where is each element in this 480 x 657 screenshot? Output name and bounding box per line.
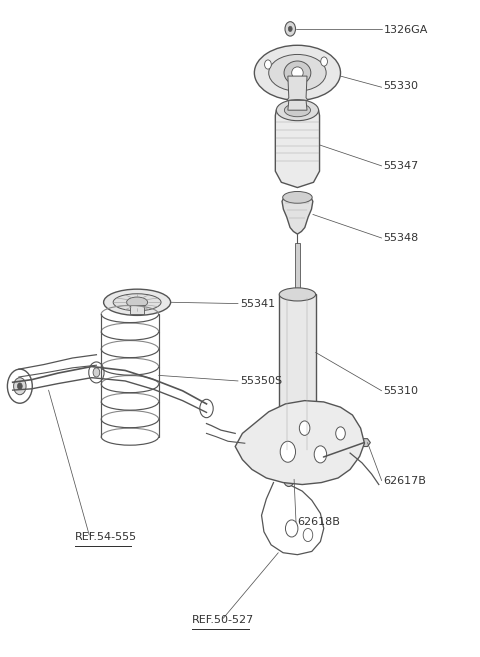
Text: 62618B: 62618B bbox=[298, 517, 340, 527]
Polygon shape bbox=[295, 243, 300, 294]
Polygon shape bbox=[131, 305, 144, 314]
Circle shape bbox=[264, 60, 271, 69]
Ellipse shape bbox=[292, 67, 303, 79]
Circle shape bbox=[297, 88, 304, 97]
Ellipse shape bbox=[283, 191, 312, 203]
Polygon shape bbox=[274, 294, 321, 463]
Text: 55350S: 55350S bbox=[240, 376, 282, 386]
Circle shape bbox=[284, 472, 294, 486]
Polygon shape bbox=[235, 401, 364, 484]
Circle shape bbox=[300, 421, 310, 436]
Circle shape bbox=[336, 427, 345, 440]
Text: 55310: 55310 bbox=[384, 386, 419, 396]
Circle shape bbox=[321, 57, 327, 66]
Ellipse shape bbox=[254, 45, 340, 101]
Circle shape bbox=[286, 520, 298, 537]
Polygon shape bbox=[288, 101, 307, 110]
Text: 55347: 55347 bbox=[384, 161, 419, 171]
Circle shape bbox=[280, 442, 296, 463]
Text: REF.54-555: REF.54-555 bbox=[75, 532, 137, 542]
Circle shape bbox=[288, 26, 292, 32]
Ellipse shape bbox=[284, 61, 311, 85]
Ellipse shape bbox=[333, 447, 341, 458]
Circle shape bbox=[17, 383, 22, 390]
Ellipse shape bbox=[276, 100, 319, 121]
Ellipse shape bbox=[284, 104, 311, 117]
Ellipse shape bbox=[279, 288, 316, 301]
Circle shape bbox=[293, 451, 302, 464]
FancyBboxPatch shape bbox=[192, 629, 250, 630]
Text: REF.50-527: REF.50-527 bbox=[192, 615, 254, 625]
Circle shape bbox=[303, 528, 313, 541]
Circle shape bbox=[287, 476, 291, 483]
Ellipse shape bbox=[127, 297, 148, 307]
FancyBboxPatch shape bbox=[75, 545, 132, 547]
Ellipse shape bbox=[274, 445, 321, 469]
Polygon shape bbox=[282, 197, 313, 234]
Text: 55330: 55330 bbox=[384, 81, 419, 91]
Circle shape bbox=[285, 22, 296, 36]
Polygon shape bbox=[287, 76, 308, 101]
Polygon shape bbox=[276, 110, 320, 187]
Text: 1326GA: 1326GA bbox=[384, 24, 428, 35]
Circle shape bbox=[93, 368, 100, 377]
Text: 62617B: 62617B bbox=[384, 476, 426, 486]
Ellipse shape bbox=[104, 289, 170, 315]
Text: 55341: 55341 bbox=[240, 298, 275, 309]
Circle shape bbox=[13, 378, 26, 395]
Text: 55348: 55348 bbox=[384, 233, 419, 243]
Polygon shape bbox=[360, 439, 371, 447]
Ellipse shape bbox=[113, 294, 161, 311]
Ellipse shape bbox=[269, 55, 326, 91]
Circle shape bbox=[314, 446, 326, 463]
